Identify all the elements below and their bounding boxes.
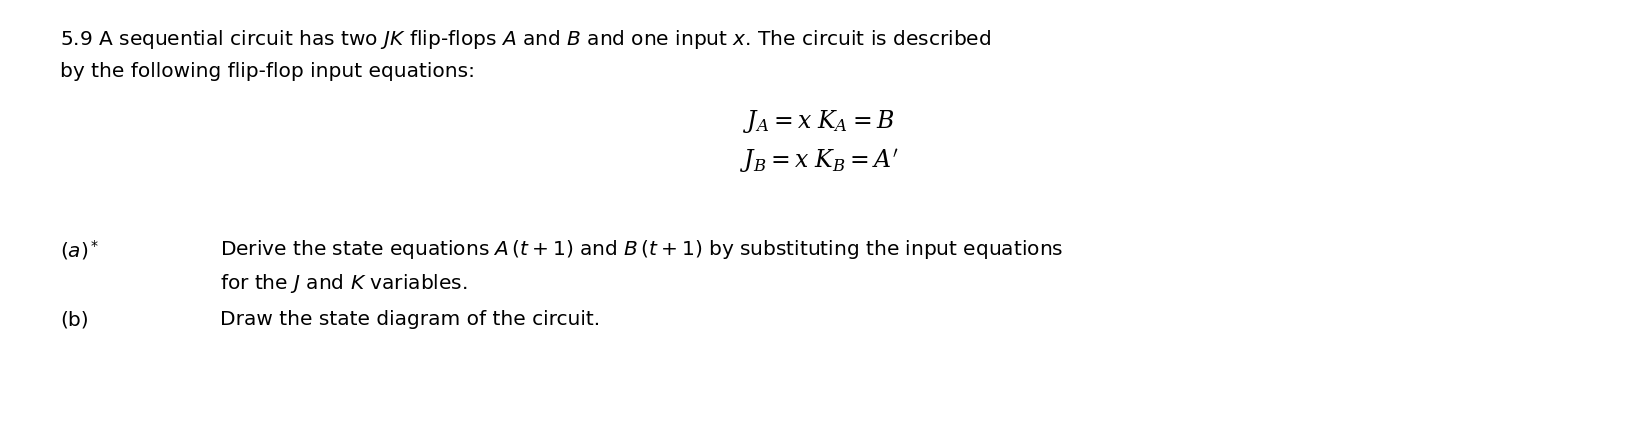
Text: $J_B = x \; K_B = A'$: $J_B = x \; K_B = A'$ bbox=[739, 148, 899, 176]
Text: for the $J$ and $K$ variables.: for the $J$ and $K$ variables. bbox=[219, 272, 467, 295]
Text: Draw the state diagram of the circuit.: Draw the state diagram of the circuit. bbox=[219, 310, 600, 329]
Text: Derive the state equations $A\,(t+1)$ and $B\,(t+1)$ by substituting the input e: Derive the state equations $A\,(t+1)$ an… bbox=[219, 238, 1063, 261]
Text: $J_A = x \; K_A = B$: $J_A = x \; K_A = B$ bbox=[744, 108, 894, 135]
Text: by the following flip-flop input equations:: by the following flip-flop input equatio… bbox=[61, 62, 475, 81]
Text: (b): (b) bbox=[61, 310, 88, 329]
Text: $(a)^*$: $(a)^*$ bbox=[61, 238, 100, 262]
Text: 5.9 A sequential circuit has two $JK$ flip-flops $A$ and $B$ and one input $x$. : 5.9 A sequential circuit has two $JK$ fl… bbox=[61, 28, 991, 51]
